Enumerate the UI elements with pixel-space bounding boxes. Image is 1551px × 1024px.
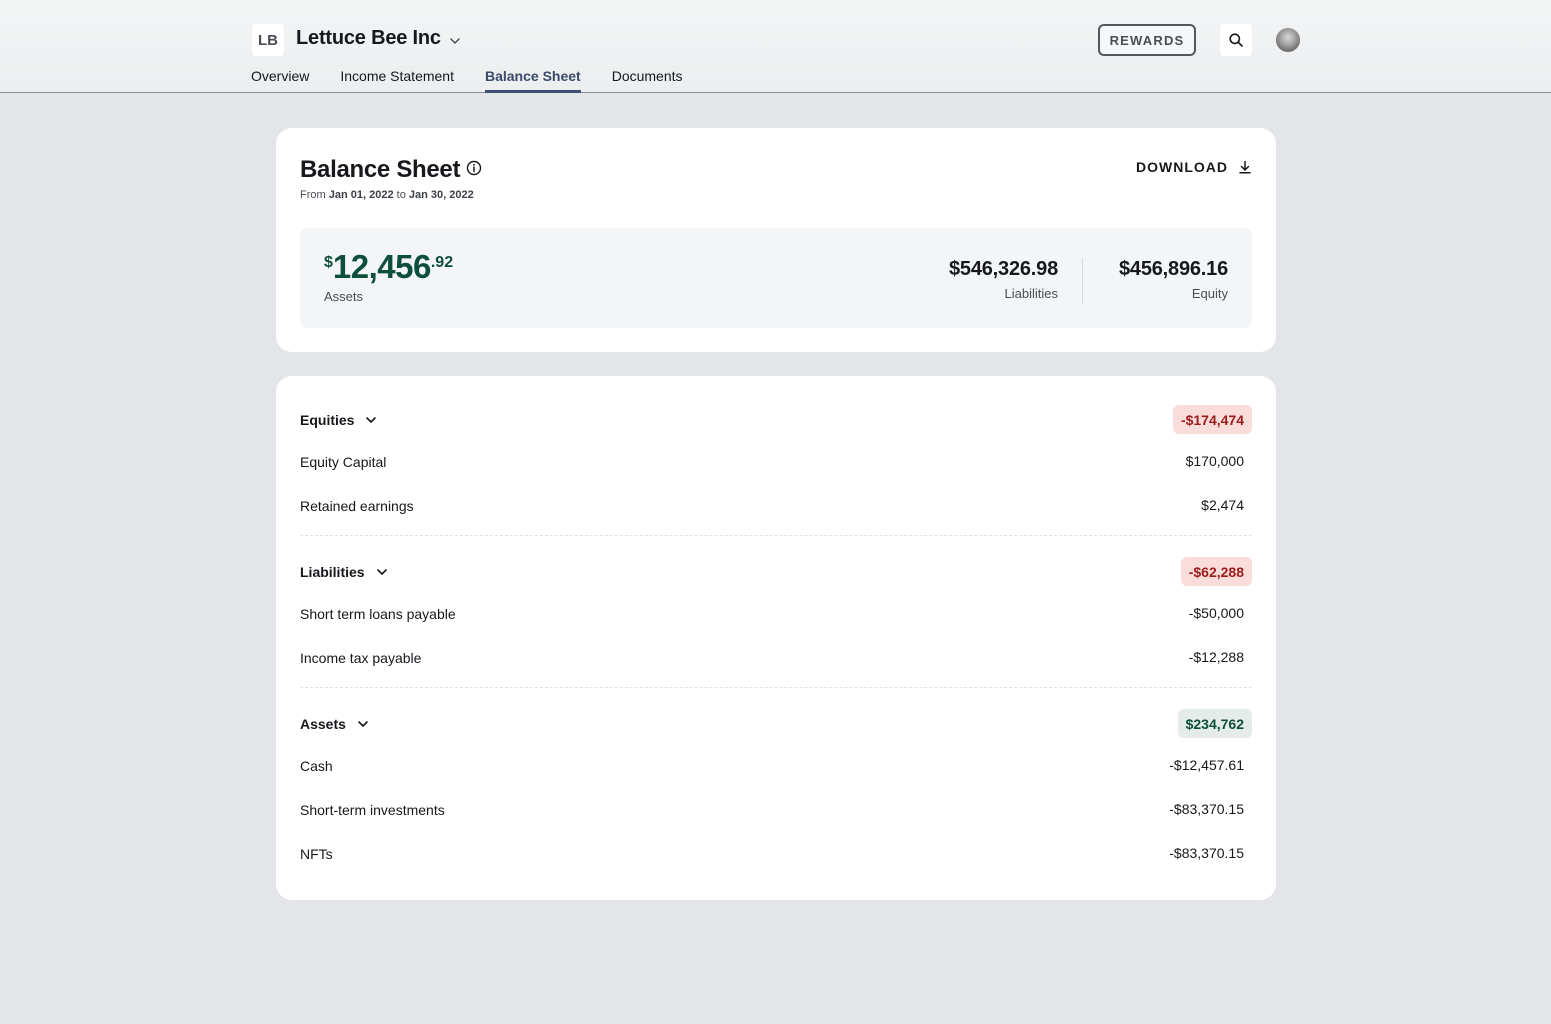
row-name: Short-term investments [300,802,445,818]
section-equities[interactable]: Equities -$174,474 [300,405,1252,435]
row-amount: -$12,288 [1188,649,1244,665]
download-button[interactable]: DOWNLOAD [1136,159,1252,175]
chevron-down-icon[interactable] [375,565,389,579]
user-avatar[interactable] [1276,28,1300,52]
date-range: From Jan 01, 2022 to Jan 30, 2022 [300,189,474,201]
top-bar: LB Lettuce Bee Inc Overview Income State… [0,0,1551,93]
search-icon [1229,33,1243,47]
section-equities-title: Equities [300,412,355,428]
assets-currency: $ [324,254,333,271]
tab-balance-sheet[interactable]: Balance Sheet [484,68,581,93]
liabilities-label: Liabilities [1004,286,1058,301]
section-total-badge: -$174,474 [1172,405,1252,434]
row-amount: -$83,370.15 [1169,845,1244,861]
row-name: Cash [300,758,333,774]
section-total-badge: -$62,288 [1180,557,1252,586]
section-liabilities-title: Liabilities [300,564,365,580]
metric-divider [1082,258,1083,304]
liabilities-metric: $546,326.98 Liabilities [949,258,1058,301]
list-item: Equity Capital $170,000 [300,453,1244,474]
row-name: Retained earnings [300,498,414,514]
equity-value: $456,896.16 [1118,258,1228,280]
row-name: NFTs [300,846,333,862]
tab-documents[interactable]: Documents [611,68,683,84]
balance-sheet-detail-card: Equities -$174,474 Equity Capital $170,0… [276,376,1276,900]
assets-cents: .92 [430,254,454,271]
search-button[interactable] [1220,24,1252,56]
list-item: NFTs -$83,370.15 [300,845,1244,866]
company-name[interactable]: Lettuce Bee Inc [296,27,441,49]
nav-tabs: Overview Income Statement Balance Sheet … [251,68,714,93]
list-item: Short-term investments -$83,370.15 [300,801,1244,822]
row-amount: $170,000 [1185,453,1244,469]
section-total-badge: $234,762 [1177,709,1252,738]
tab-income-statement[interactable]: Income Statement [340,68,454,84]
section-title: Equities [300,412,378,428]
chevron-down-icon[interactable] [364,413,378,427]
section-divider [300,535,1252,536]
equity-label: Equity [1191,286,1228,301]
row-name: Equity Capital [300,454,387,470]
row-amount: -$50,000 [1188,605,1244,621]
download-icon [1239,160,1251,174]
assets-total: $ 12,456 .92 [324,248,453,286]
page-title: Balance Sheet [300,156,461,183]
row-amount: $2,474 [1201,497,1244,513]
chevron-down-icon[interactable] [356,717,370,731]
section-divider [300,687,1252,688]
section-assets[interactable]: Assets $234,762 [300,709,1252,739]
list-item: Cash -$12,457.61 [300,757,1244,778]
company-initials-badge[interactable]: LB [252,24,284,56]
section-title: Liabilities [300,564,389,580]
date-to-prefix: to [396,189,406,201]
rewards-button[interactable]: REWARDS [1098,24,1196,56]
balance-sheet-summary-card: Balance Sheet From Jan 01, 2022 to Jan 3… [276,128,1276,352]
chevron-down-icon[interactable] [448,34,462,48]
section-liabilities[interactable]: Liabilities -$62,288 [300,557,1252,587]
liabilities-value: $546,326.98 [948,258,1058,280]
assets-label: Assets [324,289,364,304]
list-item: Short term loans payable -$50,000 [300,605,1244,626]
date-from: Jan 01, 2022 [328,189,394,201]
row-name: Income tax payable [300,650,422,666]
list-item: Retained earnings $2,474 [300,497,1244,518]
date-to: Jan 30, 2022 [408,189,474,201]
row-amount: -$83,370.15 [1169,801,1244,817]
row-name: Short term loans payable [300,606,456,622]
section-assets-title: Assets [300,716,346,732]
tab-overview[interactable]: Overview [251,68,310,84]
equity-metric: $456,896.16 Equity [1119,258,1228,301]
row-amount: -$12,457.61 [1169,757,1244,773]
info-icon[interactable] [466,160,482,176]
assets-whole: 12,456 [332,248,431,285]
download-label: DOWNLOAD [1136,159,1228,175]
list-item: Income tax payable -$12,288 [300,649,1244,670]
date-from-prefix: From [300,189,326,201]
section-title: Assets [300,716,370,732]
summary-totals: $ 12,456 .92 Assets $546,326.98 Liabilit… [300,228,1252,328]
